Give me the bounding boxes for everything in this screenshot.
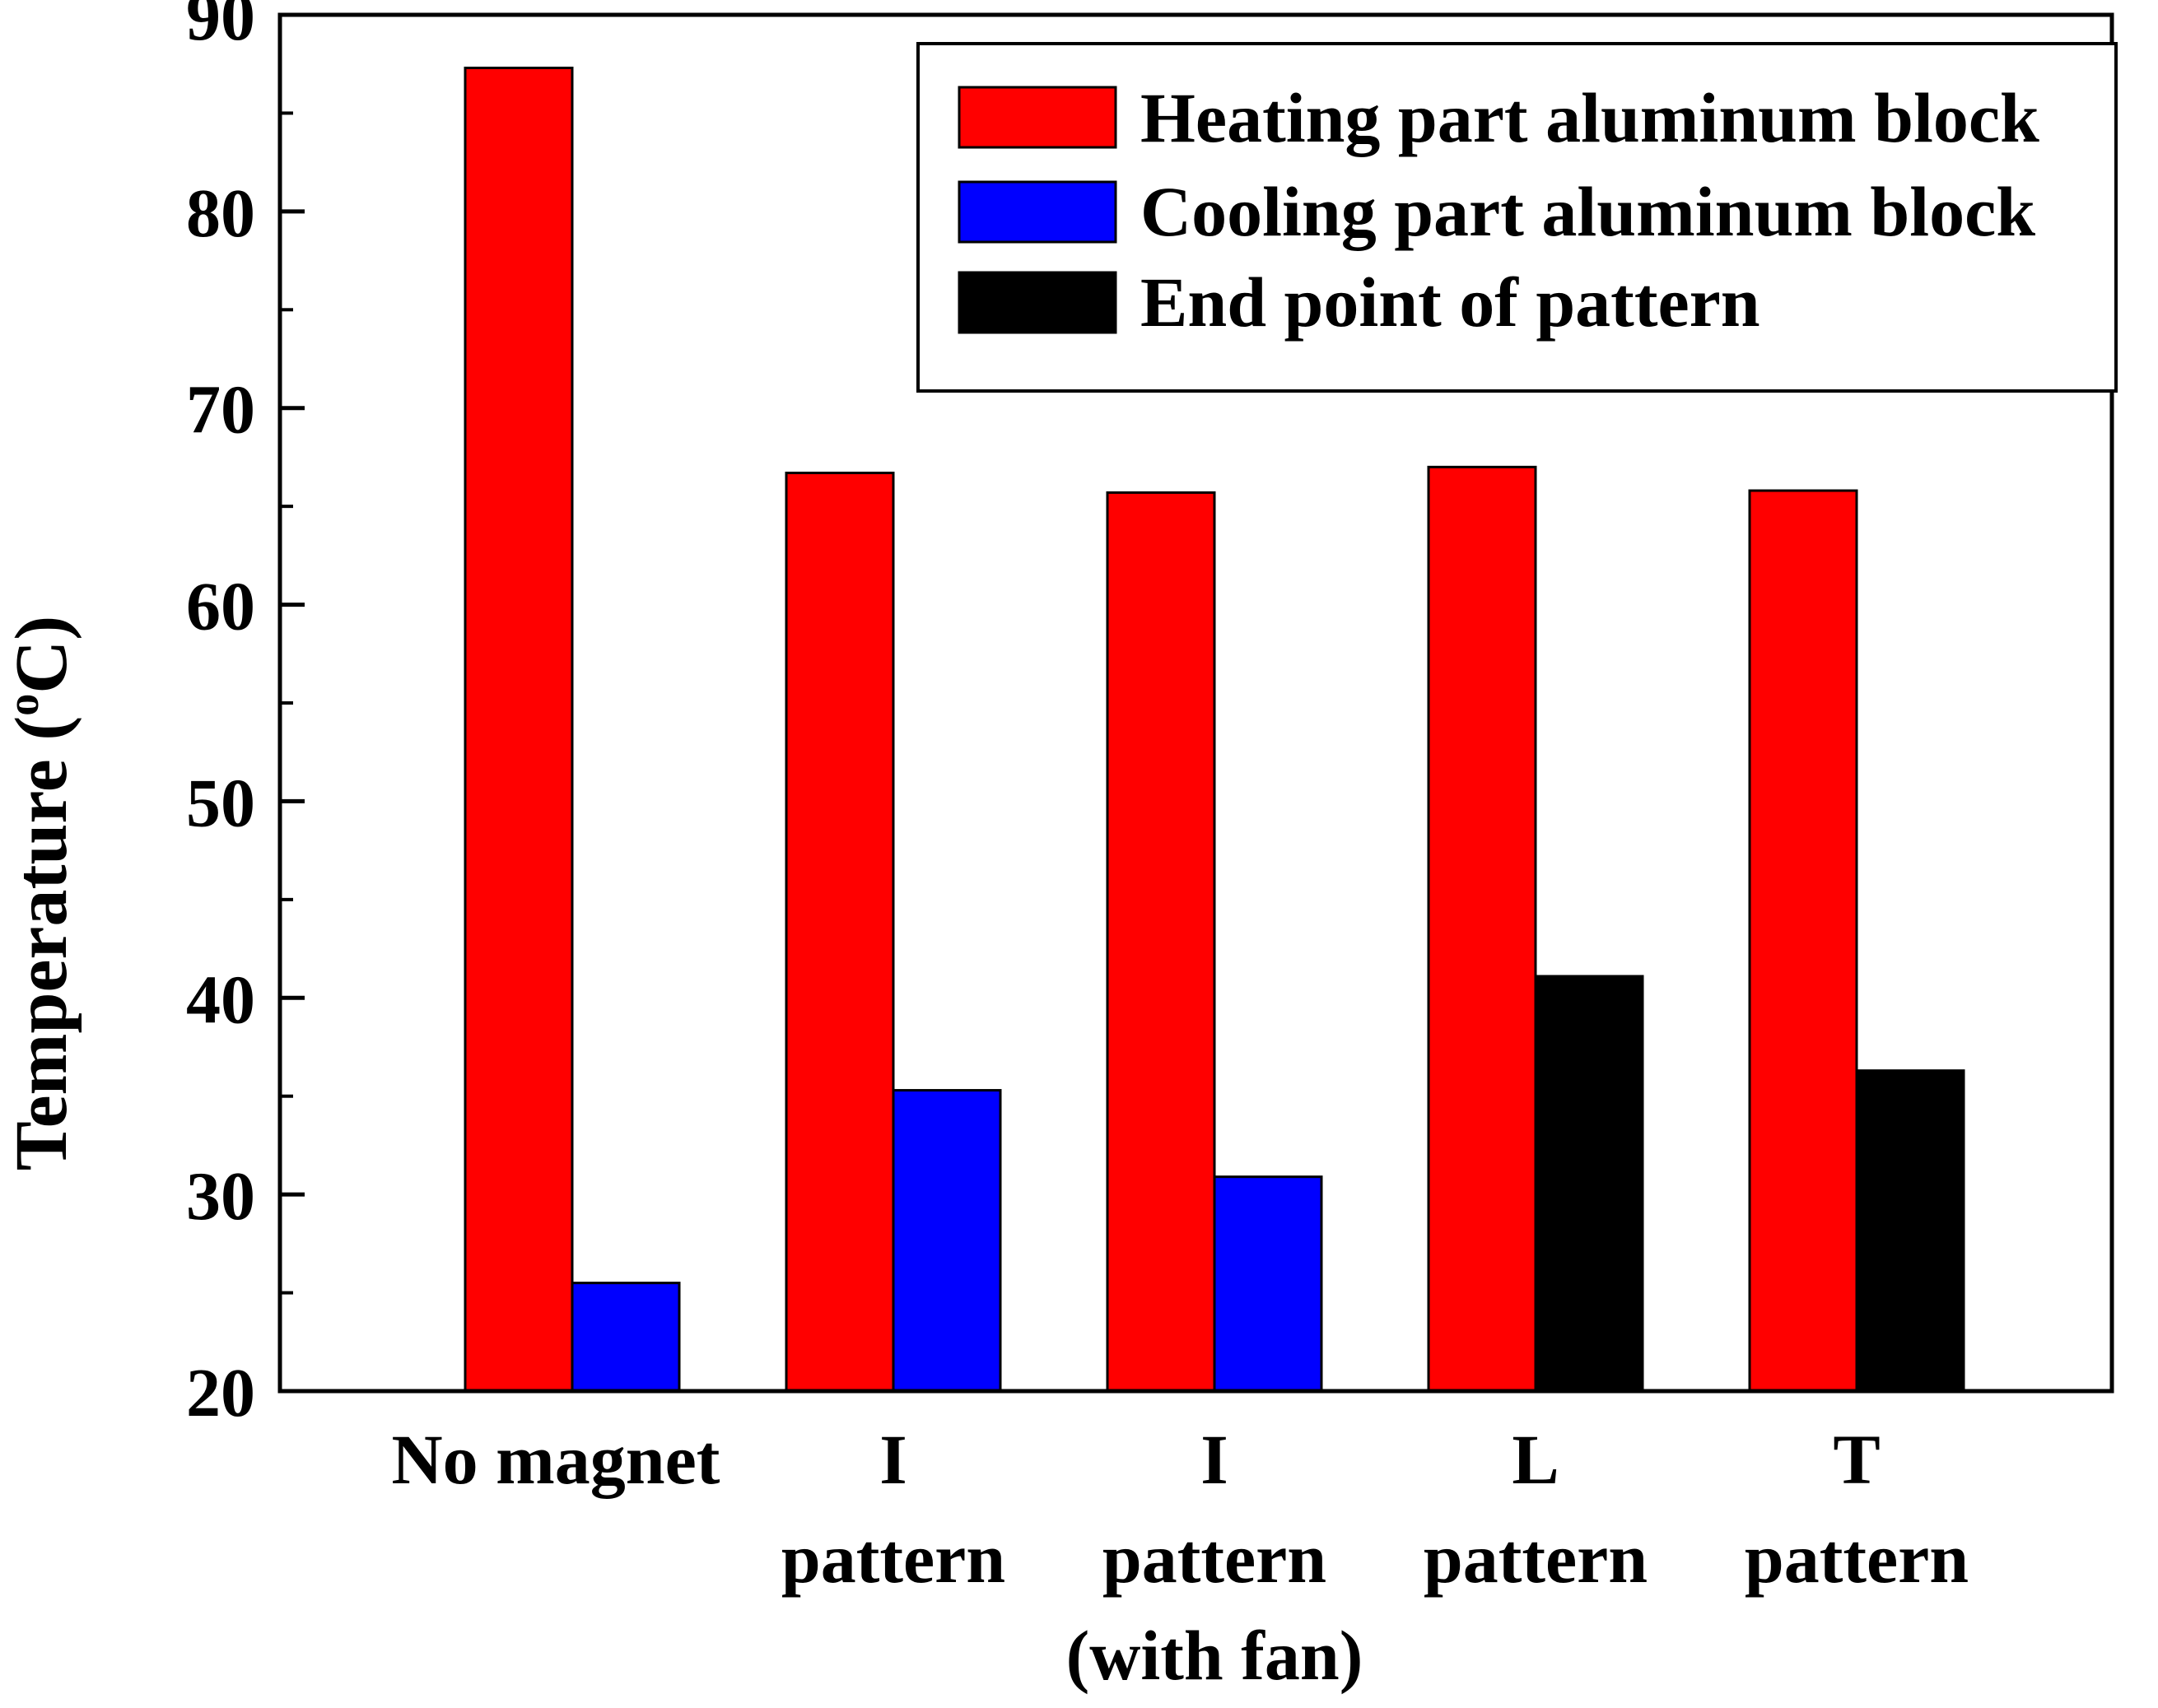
bar-heating-4 [1748,489,1858,1393]
x-category-label: No magnet [392,1420,720,1499]
y-tick-label: 90 [186,0,255,55]
legend-box [916,42,2118,393]
bar-heating-1 [785,472,895,1393]
x-category-label: I [1200,1420,1228,1499]
y-tick-label: 70 [186,372,255,449]
x-category-label: I [879,1420,907,1499]
x-category-label: pattern [1745,1519,1969,1598]
bar-cooling-1 [892,1089,1002,1393]
bars-group [464,66,1965,1393]
bar-endpoint-3 [1534,975,1644,1393]
legend-swatch-cooling [958,180,1117,244]
x-category-label: pattern [781,1519,1005,1598]
legend-swatch-heating [958,86,1117,149]
y-tick-label: 40 [186,961,255,1038]
x-category-label: pattern [1424,1519,1648,1598]
bar-heating-3 [1427,465,1537,1393]
bar-endpoint-4 [1855,1069,1965,1393]
y-tick-label: 50 [186,765,255,841]
y-axis: 20 30 40 50 60 70 80 90 [186,0,305,1431]
y-tick-label: 60 [186,569,255,645]
legend: Heating part aluminum block Cooling part… [916,42,2118,393]
y-axis-label: Temperature (oC) [0,616,82,1170]
legend-label-endpoint: End point of pattern [1140,263,1760,342]
y-tick-label: 80 [186,175,255,252]
legend-label-cooling: Cooling part aluminum block [1140,172,2035,251]
legend-label-heating: Heating part aluminum block [1140,78,2039,157]
x-category-label: T [1833,1420,1880,1499]
x-category-label: L [1512,1420,1559,1499]
y-tick-label: 20 [186,1355,255,1431]
bar-heating-2 [1106,491,1216,1393]
legend-swatch-endpoint [958,271,1117,334]
y-tick-label: 30 [186,1158,255,1235]
bar-heating-0 [464,66,574,1393]
x-category-label: pattern [1102,1519,1326,1598]
bar-cooling-0 [571,1282,681,1393]
bar-cooling-2 [1213,1175,1323,1393]
x-category-label: (with fan) [1066,1616,1363,1695]
